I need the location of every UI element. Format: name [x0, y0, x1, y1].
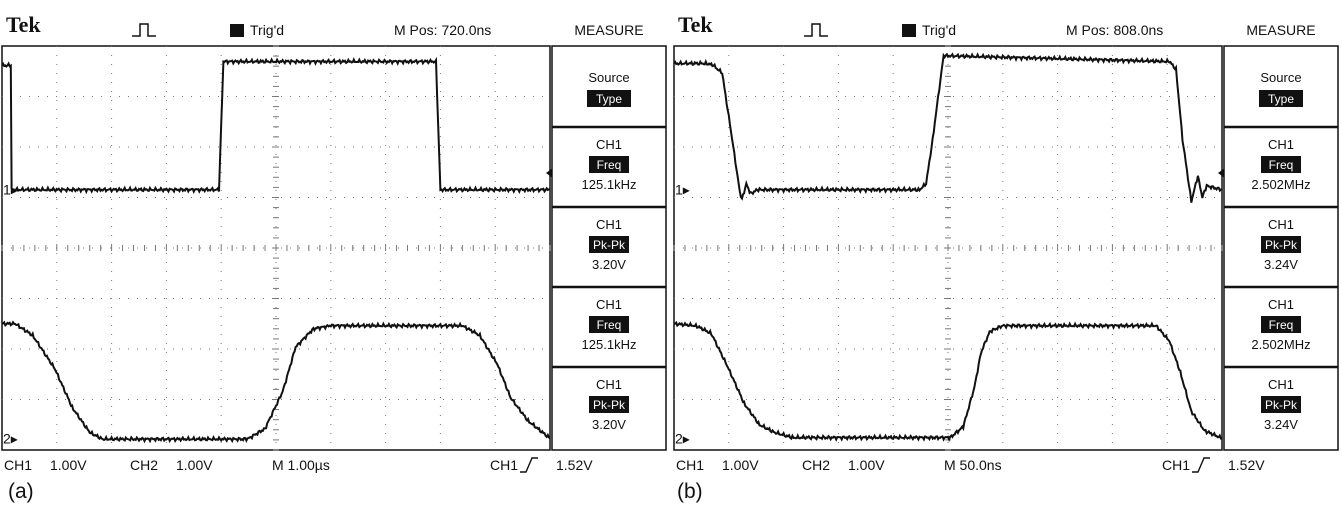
ref-marker-ch1: 1▸ — [3, 182, 18, 198]
measure-channel: CH1 — [596, 137, 622, 152]
measure-channel: CH1 — [1268, 377, 1294, 392]
trigger-slope-icon — [520, 457, 538, 473]
measure-kind-highlight — [589, 236, 629, 253]
measure-kind: Freq — [1269, 318, 1294, 332]
trigger-edge-icon — [804, 23, 828, 37]
measure-kind: Pk-Pk — [593, 398, 626, 412]
oscilloscope-a-svg: Tek Trig'd M Pos: 720.0ns 1▸ 2▸ MEASURE Source… — [1, 12, 667, 473]
menu-source-label: Source — [1260, 70, 1301, 85]
measure-value: 3.24V — [1264, 257, 1298, 272]
footer-ch2-scale: 1.00V — [848, 457, 885, 473]
ref-marker-ch2: 2▸ — [675, 430, 690, 446]
trace-ch2 — [674, 320, 1222, 443]
trace-ch1 — [674, 52, 1222, 203]
trigger-status: Trig'd — [922, 22, 956, 38]
measure-kind-highlight — [589, 156, 629, 173]
trace-ch1 — [2, 56, 550, 195]
menu-type-label: Type — [1268, 92, 1294, 106]
ref-marker-ch1: 1▸ — [675, 182, 690, 198]
menu-title: MEASURE — [574, 22, 643, 38]
measure-kind: Pk-Pk — [593, 238, 626, 252]
menu-type-label: Type — [596, 92, 622, 106]
oscilloscope-b-svg: Tek Trig'd M Pos: 808.0ns 1▸ 2▸ MEASURE Source… — [673, 12, 1339, 473]
horizontal-position: M Pos: 720.0ns — [394, 22, 491, 38]
measure-kind-highlight — [1261, 236, 1301, 253]
panel-label-a: (a) — [8, 480, 34, 503]
footer-trigger-level: 1.52V — [1228, 457, 1265, 473]
oscilloscope-panel-a: Tek Trig'd M Pos: 720.0ns 1▸ 2▸ MEASURE Source… — [0, 0, 670, 516]
trace-ch2 — [2, 320, 550, 444]
run-status-icon — [230, 24, 244, 37]
measure-channel: CH1 — [1268, 217, 1294, 232]
measure-value: 125.1kHz — [582, 337, 637, 352]
footer-trigger-source: CH1 — [1162, 457, 1190, 473]
brand-label: Tek — [678, 12, 713, 37]
measure-kind: Freq — [597, 318, 622, 332]
measure-channel: CH1 — [596, 217, 622, 232]
footer-ch2-scale: 1.00V — [176, 457, 213, 473]
menu-type-highlight — [1259, 90, 1303, 107]
trigger-edge-icon — [132, 23, 156, 37]
measure-value: 3.24V — [1264, 417, 1298, 432]
measure-kind: Pk-Pk — [1265, 398, 1298, 412]
oscilloscope-panel-b: Tek Trig'd M Pos: 808.0ns 1▸ 2▸ MEASURE Source… — [672, 0, 1342, 516]
footer-timebase: M 50.0ns — [944, 457, 1002, 473]
footer-ch1-label: CH1 — [4, 457, 32, 473]
footer-ch2-label: CH2 — [802, 457, 830, 473]
footer-ch1-scale: 1.00V — [722, 457, 759, 473]
measure-channel: CH1 — [596, 297, 622, 312]
menu-title: MEASURE — [1246, 22, 1315, 38]
measure-kind-highlight — [1261, 156, 1301, 173]
measure-value: 125.1kHz — [582, 177, 637, 192]
measure-kind: Pk-Pk — [1265, 238, 1298, 252]
panel-label-b: (b) — [677, 480, 703, 503]
horizontal-position: M Pos: 808.0ns — [1066, 22, 1163, 38]
brand-label: Tek — [6, 12, 41, 37]
measure-channel: CH1 — [1268, 137, 1294, 152]
measure-kind-highlight — [1261, 316, 1301, 333]
ref-marker-ch2: 2▸ — [3, 430, 18, 446]
run-status-icon — [902, 24, 916, 37]
trigger-status: Trig'd — [250, 22, 284, 38]
measure-kind-highlight — [589, 316, 629, 333]
trigger-slope-icon — [1192, 457, 1210, 473]
measure-value: 3.20V — [592, 257, 626, 272]
footer-trigger-level: 1.52V — [556, 457, 593, 473]
measure-kind: Freq — [597, 158, 622, 172]
footer-timebase: M 1.00µs — [272, 457, 330, 473]
measure-kind: Freq — [1269, 158, 1294, 172]
footer-trigger-source: CH1 — [490, 457, 518, 473]
measure-value: 2.502MHz — [1251, 337, 1310, 352]
measure-channel: CH1 — [1268, 297, 1294, 312]
footer-ch1-label: CH1 — [676, 457, 704, 473]
menu-type-highlight — [587, 90, 631, 107]
measure-value: 3.20V — [592, 417, 626, 432]
measure-value: 2.502MHz — [1251, 177, 1310, 192]
footer-ch1-scale: 1.00V — [50, 457, 87, 473]
menu-source-label: Source — [588, 70, 629, 85]
measure-channel: CH1 — [596, 377, 622, 392]
measure-kind-highlight — [589, 396, 629, 413]
measure-kind-highlight — [1261, 396, 1301, 413]
footer-ch2-label: CH2 — [130, 457, 158, 473]
